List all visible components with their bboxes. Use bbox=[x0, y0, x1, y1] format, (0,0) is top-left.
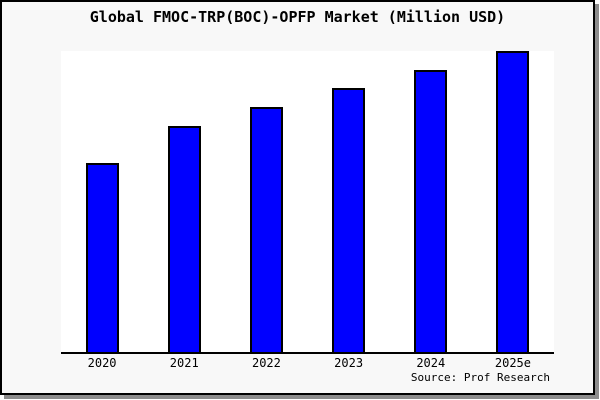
plot-area bbox=[61, 51, 554, 354]
chart-frame: Global FMOC-TRP(BOC)-OPFP Market (Millio… bbox=[0, 0, 595, 395]
bar-2020 bbox=[85, 162, 119, 352]
source-credit: Source: Prof Research bbox=[410, 371, 550, 384]
x-tick-label-2024: 2024 bbox=[416, 356, 446, 370]
bar-slot-2025e bbox=[472, 51, 554, 352]
bar-slot-2020 bbox=[61, 51, 143, 352]
x-tick-label-2020: 2020 bbox=[87, 356, 117, 370]
bar-2023 bbox=[332, 88, 366, 352]
x-tick-label-2023: 2023 bbox=[334, 356, 364, 370]
x-tick-label-2025e: 2025e bbox=[494, 356, 531, 370]
bar-2022 bbox=[249, 107, 283, 352]
bar-2025e bbox=[496, 51, 530, 352]
bar-2021 bbox=[167, 125, 201, 352]
bar-slot-2024 bbox=[390, 51, 472, 352]
bar-slot-2021 bbox=[143, 51, 225, 352]
bar-slot-2023 bbox=[308, 51, 390, 352]
chart-title: Global FMOC-TRP(BOC)-OPFP Market (Millio… bbox=[89, 8, 506, 26]
x-tick-label-2022: 2022 bbox=[251, 356, 281, 370]
x-tick-label-2021: 2021 bbox=[169, 356, 199, 370]
x-axis-labels: 2020 2021 2022 2023 2024 2025e bbox=[61, 356, 554, 370]
bar-slot-2022 bbox=[225, 51, 307, 352]
bar-2024 bbox=[414, 69, 448, 352]
